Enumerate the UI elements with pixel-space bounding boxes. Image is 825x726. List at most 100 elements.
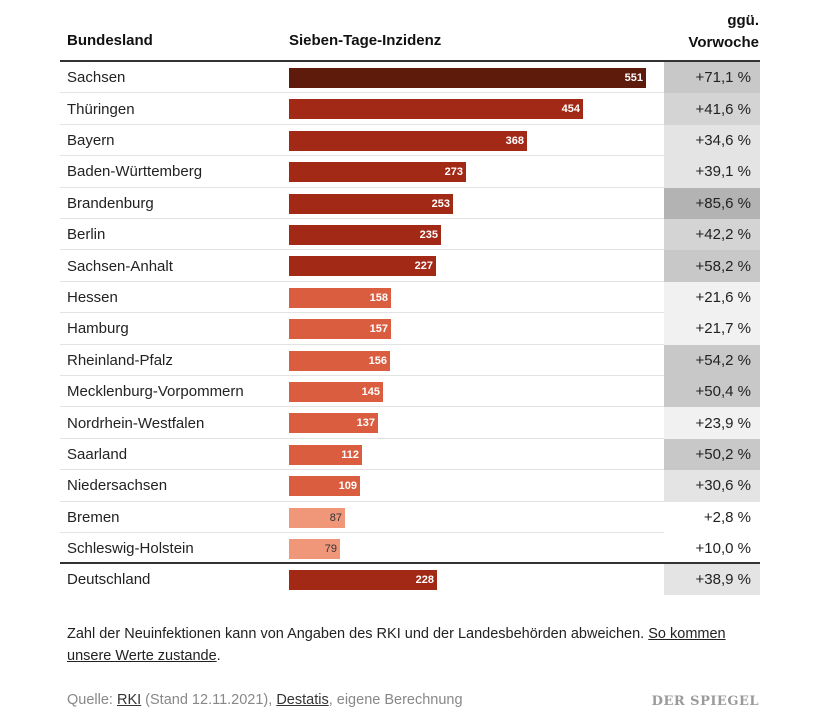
table-row: +71,1 % Sachsen 551	[60, 62, 760, 94]
method-link[interactable]: So kommen unsere Werte zustande	[67, 626, 726, 664]
state-name: Saarland	[67, 445, 128, 463]
state-name: Sachsen	[67, 69, 126, 87]
incidence-value-label: 157	[369, 323, 388, 336]
state-name: Mecklenburg-Vorpommern	[67, 383, 244, 401]
incidence-bar: 109	[289, 476, 360, 497]
row-separator	[60, 280, 760, 282]
incidence-value-label: 273	[444, 166, 463, 179]
incidence-bar: 137	[289, 413, 378, 434]
state-name: Brandenburg	[67, 194, 154, 212]
footnote: Zahl der Neuinfektionen kann von Angaben…	[67, 623, 757, 667]
change-cell: +21,7 %	[664, 313, 760, 345]
table-row: +10,0 % Schleswig-Holstein 79	[60, 533, 760, 565]
row-separator	[60, 249, 760, 251]
table-row: +39,1 % Baden-Württemberg 273	[60, 156, 760, 188]
table-row: +50,2 % Saarland 112	[60, 438, 760, 471]
change-cell: +39,1 %	[664, 156, 760, 188]
table-row: +41,6 % Thüringen 454	[60, 93, 760, 125]
row-separator	[60, 217, 760, 219]
incidence-bar: 79	[289, 539, 340, 559]
state-name: Schleswig-Holstein	[67, 540, 194, 558]
rki-link[interactable]: RKI	[116, 692, 142, 708]
state-name: Rheinland-Pfalz	[67, 351, 173, 369]
table-row: +21,7 % Hamburg 157	[60, 313, 760, 345]
change-cell: +71,1 %	[664, 62, 760, 94]
incidence-bar: 157	[289, 319, 391, 340]
incidence-bar: 227	[289, 256, 436, 277]
incidence-bar: 368	[289, 130, 527, 151]
header-change-line1: ggü.	[727, 12, 759, 29]
change-cell: +54,2 %	[664, 344, 760, 376]
incidence-bar: 112	[289, 444, 362, 465]
incidence-bar: 551	[289, 68, 646, 88]
incidence-bar: 158	[289, 287, 391, 308]
incidence-bar: 454	[289, 99, 583, 120]
row-separator	[60, 437, 760, 439]
row-separator	[60, 312, 760, 314]
change-cell: +30,6 %	[664, 470, 760, 502]
state-name: Deutschland	[67, 571, 151, 589]
header-state: Bundesland	[67, 32, 153, 49]
incidence-value-label: 109	[338, 480, 357, 493]
table-row: +85,6 % Brandenburg 253	[60, 187, 760, 219]
state-name: Nordrhein-Westfalen	[67, 414, 205, 432]
incidence-value-label: 253	[431, 197, 450, 210]
incidence-value-label: 156	[368, 354, 387, 367]
state-name: Niedersachsen	[67, 477, 168, 495]
change-cell: +85,6 %	[664, 187, 760, 219]
incidence-value-label: 454	[561, 103, 580, 116]
table-row: +34,6 % Bayern 368	[60, 124, 760, 157]
change-cell: +10,0 %	[664, 533, 760, 565]
change-cell: +50,2 %	[664, 438, 760, 471]
row-separator	[60, 531, 760, 533]
state-name: Hessen	[67, 288, 118, 306]
incidence-value-label: 112	[341, 448, 359, 461]
footnote-text: Zahl der Neuinfektionen kann von Angaben…	[67, 626, 649, 642]
incidence-value-label: 87	[329, 511, 342, 524]
state-name: Bayern	[67, 131, 115, 149]
spiegel-logo: DER SPIEGEL	[651, 694, 759, 709]
state-name: Sachsen-Anhalt	[67, 257, 173, 275]
header-rule	[60, 60, 760, 62]
change-cell: +2,8 %	[664, 501, 760, 533]
incidence-bar: 145	[289, 382, 383, 402]
footnote-end: .	[216, 648, 221, 664]
state-name: Hamburg	[67, 320, 129, 338]
state-name: Thüringen	[67, 100, 135, 118]
change-cell: +42,2 %	[664, 219, 760, 251]
state-name: Baden-Württemberg	[67, 163, 203, 181]
incidence-bar: 253	[289, 193, 453, 214]
header-change-line2: Vorwoche	[688, 34, 759, 51]
destatis-link[interactable]: Destatis	[276, 692, 329, 708]
row-separator	[60, 343, 760, 345]
incidence-value-label: 137	[356, 417, 375, 430]
row-separator	[60, 123, 760, 125]
change-cell: +34,6 %	[664, 124, 760, 157]
total-row: +38,9 % Deutschland 228	[60, 564, 760, 596]
incidence-value-label: 227	[414, 260, 433, 273]
row-separator	[60, 155, 760, 157]
incidence-bar: 87	[289, 507, 345, 528]
total-rule	[60, 562, 760, 564]
state-name: Bremen	[67, 508, 120, 526]
incidence-value-label: 145	[361, 386, 380, 398]
source-date: (Stand 12.11.2021),	[141, 692, 277, 708]
incidence-value-label: 235	[419, 229, 438, 241]
change-cell: +23,9 %	[664, 407, 760, 439]
change-cell: +50,4 %	[664, 376, 760, 408]
source-line: Quelle: RKI (Stand 12.11.2021), Destatis…	[67, 692, 463, 708]
table-row: +42,2 % Berlin 235	[60, 219, 760, 251]
incidence-value-label: 228	[415, 574, 434, 586]
row-separator	[60, 374, 760, 376]
state-name: Berlin	[67, 226, 106, 244]
table-row: +30,6 % Niedersachsen 109	[60, 470, 760, 502]
change-cell: +41,6 %	[664, 93, 760, 125]
source-suffix: , eigene Berechnung	[328, 692, 463, 708]
table-row: +58,2 % Sachsen-Anhalt 227	[60, 250, 760, 282]
change-cell: +58,2 %	[664, 250, 760, 282]
incidence-bar: 273	[289, 162, 466, 183]
row-separator	[60, 186, 760, 188]
incidence-value-label: 79	[324, 543, 337, 555]
incidence-bar: 235	[289, 225, 441, 245]
